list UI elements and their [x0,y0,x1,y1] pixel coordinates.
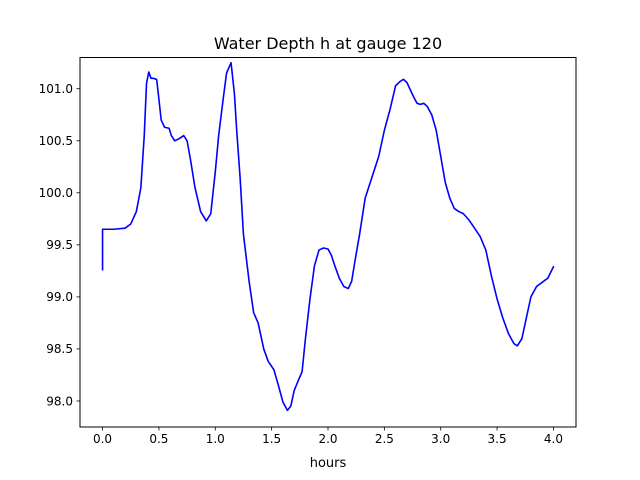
y-tick-label: 98.0 [46,394,73,408]
x-axis: 0.0 0.5 1.0 1.5 2.0 2.5 3.0 3.5 4.0 [93,427,563,446]
x-tick-label: 0.0 [93,432,112,446]
series-line [101,61,555,412]
x-tick-label: 1.5 [262,432,281,446]
chart-title: Water Depth h at gauge 120 [214,34,442,53]
x-axis-label: hours [310,456,347,471]
x-tick-label: 4.0 [544,432,563,446]
y-tick-label: 99.5 [46,238,73,252]
y-tick-label: 101.0 [39,82,73,96]
x-tick-label: 2.0 [318,432,337,446]
plot-area [101,61,555,412]
y-axis: 98.0 98.5 99.0 99.5 100.0 100.5 101.0 [39,82,80,408]
x-tick-label: 1.0 [206,432,225,446]
x-tick-label: 2.5 [375,432,394,446]
x-tick-label: 3.5 [488,432,507,446]
y-tick-label: 100.5 [39,134,73,148]
y-tick-label: 100.0 [39,186,73,200]
y-tick-label: 98.5 [46,342,73,356]
y-tick-label: 99.0 [46,290,73,304]
plot-frame [79,57,577,428]
x-tick-label: 3.0 [431,432,450,446]
x-tick-label: 0.5 [149,432,168,446]
